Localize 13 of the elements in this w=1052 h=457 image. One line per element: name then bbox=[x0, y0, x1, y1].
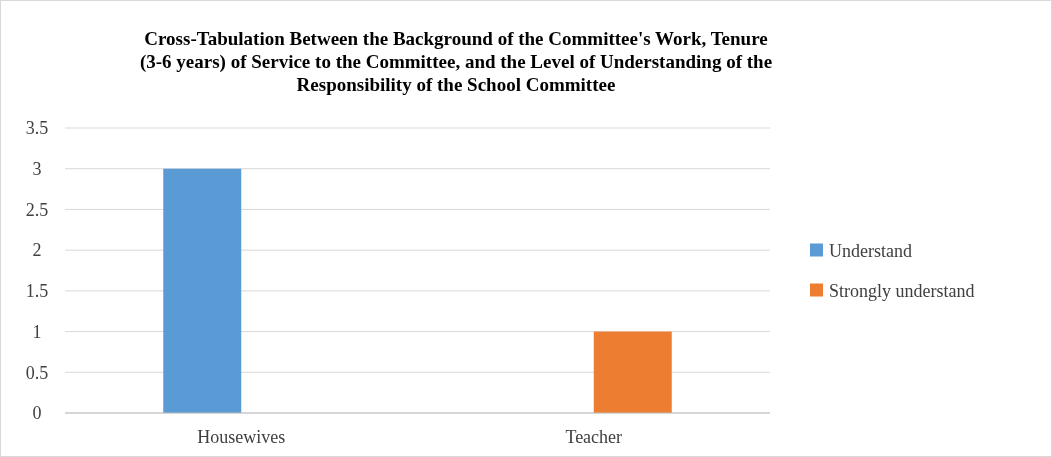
y-tick-label: 3 bbox=[32, 159, 42, 180]
x-tick-label: Teacher bbox=[565, 427, 623, 447]
y-tick-label: 2 bbox=[32, 240, 42, 261]
legend-label: Strongly understand bbox=[829, 280, 975, 301]
legend-label: Understand bbox=[829, 240, 912, 261]
x-tick-label: Housewives bbox=[197, 427, 286, 447]
y-tick-label: 3.5 bbox=[25, 118, 49, 139]
y-tick-label: 1.5 bbox=[25, 281, 49, 302]
y-tick-label: 0.5 bbox=[25, 362, 49, 383]
y-tick-label: 1 bbox=[32, 321, 42, 342]
chart-title: Cross-Tabulation Between the Background of the Committee's Work, Tenure (3-6 years) of Service to the Committee, and the Level of Understanding of the Responsibility of the School Committee bbox=[139, 28, 773, 95]
y-tick-label: 2.5 bbox=[25, 199, 49, 220]
y-tick-label: 0 bbox=[32, 403, 42, 424]
